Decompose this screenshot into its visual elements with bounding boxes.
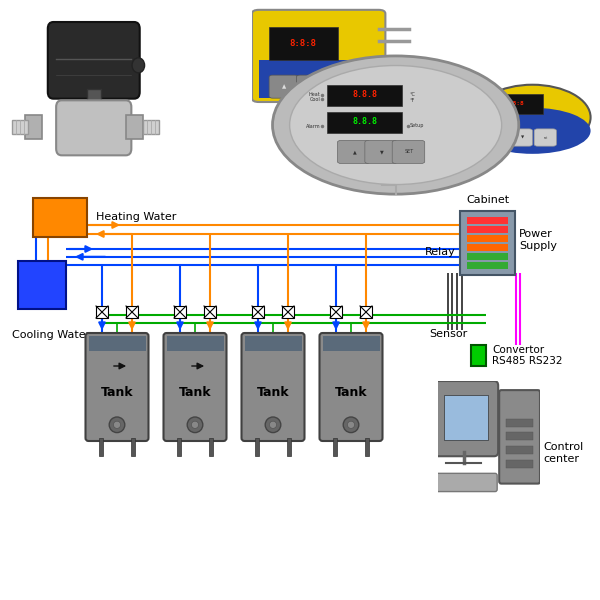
Bar (99, 438, 103, 456)
Text: Cooling Water: Cooling Water (12, 330, 90, 340)
Circle shape (191, 421, 199, 428)
Bar (282, 306, 294, 318)
Bar (333, 438, 337, 456)
Text: Sensor: Sensor (430, 329, 468, 339)
Bar (365, 438, 369, 456)
Bar (287, 438, 291, 456)
Bar (467, 244, 508, 251)
Circle shape (265, 417, 281, 433)
Text: Tank: Tank (179, 386, 211, 398)
FancyBboxPatch shape (242, 333, 305, 441)
Text: Relay: Relay (425, 247, 456, 257)
Bar (330, 306, 342, 318)
Bar (323, 336, 380, 351)
Bar (131, 438, 135, 456)
Text: Cabinet: Cabinet (466, 195, 509, 205)
Bar (245, 336, 302, 351)
Bar (177, 438, 181, 456)
FancyBboxPatch shape (163, 333, 227, 441)
Text: Tank: Tank (335, 386, 367, 398)
Bar (96, 306, 108, 318)
Text: Power
Supply: Power Supply (519, 229, 557, 251)
Bar (18, 261, 66, 309)
Text: Tank: Tank (101, 386, 133, 398)
Circle shape (113, 421, 121, 428)
Bar (209, 438, 213, 456)
Bar (252, 306, 264, 318)
Text: Heating Water: Heating Water (96, 212, 176, 223)
Bar (467, 262, 508, 269)
Bar (467, 217, 508, 224)
Text: Convertor
RS485 RS232: Convertor RS485 RS232 (492, 344, 563, 366)
Bar (467, 253, 508, 260)
Bar (204, 306, 216, 318)
FancyBboxPatch shape (460, 211, 515, 275)
Bar (360, 306, 372, 318)
Bar (174, 306, 186, 318)
Bar (471, 345, 486, 366)
Circle shape (187, 417, 203, 433)
Bar (167, 336, 224, 351)
Circle shape (109, 417, 125, 433)
Text: Tank: Tank (257, 386, 289, 398)
FancyBboxPatch shape (86, 333, 149, 441)
Bar (126, 306, 138, 318)
Circle shape (347, 421, 355, 428)
Bar (467, 235, 508, 242)
FancyBboxPatch shape (320, 333, 383, 441)
Bar (89, 336, 146, 351)
Text: Control
center: Control center (543, 442, 583, 464)
Circle shape (269, 421, 277, 428)
Bar (33, 198, 87, 237)
Circle shape (343, 417, 359, 433)
Bar (467, 226, 508, 233)
Bar (255, 438, 259, 456)
